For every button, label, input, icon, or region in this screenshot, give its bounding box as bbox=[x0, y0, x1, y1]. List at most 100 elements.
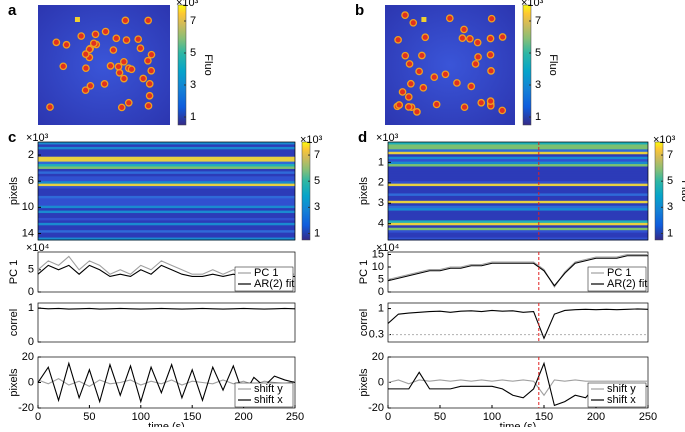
roi bbox=[144, 16, 153, 25]
colorbar-tick-label: 3 bbox=[535, 79, 541, 91]
roi bbox=[498, 106, 507, 115]
roi bbox=[120, 57, 128, 66]
roi bbox=[86, 81, 95, 90]
heatmap-row bbox=[38, 213, 295, 216]
colorbar-tick-label: 1 bbox=[535, 111, 541, 123]
roi bbox=[486, 97, 495, 105]
roi bbox=[418, 51, 426, 60]
heatmap-row bbox=[388, 183, 648, 187]
heatmap-row bbox=[38, 183, 295, 187]
roi bbox=[404, 93, 413, 101]
heatmap-row bbox=[388, 164, 648, 167]
heatmap-row bbox=[388, 159, 648, 163]
heatmap-row bbox=[38, 171, 295, 175]
y-tick-label: 0 bbox=[378, 376, 384, 388]
data-line bbox=[387, 253, 648, 289]
y-tick-label: 0 bbox=[28, 376, 34, 388]
heatmap-row bbox=[388, 222, 648, 226]
x-tick-label: 0 bbox=[385, 411, 391, 423]
x-tick-label: 100 bbox=[483, 411, 501, 423]
roi bbox=[487, 14, 496, 23]
heatmap-row bbox=[388, 154, 648, 158]
y-axis-label: PC 1 bbox=[358, 260, 370, 284]
roi bbox=[473, 38, 482, 47]
roi bbox=[441, 70, 450, 79]
roi bbox=[415, 67, 423, 76]
heatmap-row bbox=[388, 225, 648, 229]
roi bbox=[453, 79, 461, 87]
heatmap-row bbox=[388, 168, 648, 172]
colorbar-tick-label: 7 bbox=[535, 15, 541, 27]
roi bbox=[145, 80, 154, 88]
colorbar bbox=[522, 4, 532, 126]
colorbar-tick-label: 5 bbox=[190, 47, 196, 59]
heatmap-row bbox=[38, 205, 295, 209]
y-exponent: ×10⁴ bbox=[376, 242, 400, 254]
legend bbox=[587, 382, 647, 408]
colorbar-tick-label: 7 bbox=[190, 15, 196, 27]
heatmap-row bbox=[38, 227, 295, 231]
roi bbox=[115, 68, 124, 77]
y-tick-label: 4 bbox=[378, 218, 384, 230]
data-line bbox=[37, 361, 296, 404]
colorbar-label: Fluo bbox=[547, 54, 559, 75]
y-axis-label: pixels bbox=[8, 176, 20, 205]
roi bbox=[398, 88, 407, 96]
roi-selected bbox=[421, 17, 427, 22]
roi bbox=[409, 18, 418, 27]
heatmap-row bbox=[388, 166, 648, 170]
roi bbox=[122, 36, 131, 44]
heatmap-row bbox=[38, 203, 295, 207]
roi bbox=[127, 65, 136, 74]
y-axis-label: pixels bbox=[358, 176, 370, 205]
heatmap-row bbox=[38, 181, 295, 185]
y-tick-label: 1 bbox=[28, 302, 34, 314]
y-tick-label: 0.3 bbox=[369, 328, 384, 340]
heatmap-row bbox=[388, 142, 648, 145]
roi bbox=[487, 67, 495, 75]
roi bbox=[81, 86, 90, 95]
heatmap-row bbox=[388, 208, 648, 212]
colorbar-tick-label: 7 bbox=[667, 149, 673, 161]
roi bbox=[46, 103, 54, 111]
y-tick-label: 3 bbox=[378, 197, 384, 209]
heatmap-row bbox=[38, 142, 295, 145]
y-tick-label: 2 bbox=[28, 149, 34, 161]
colorbar-label: Fluo bbox=[202, 54, 214, 75]
x-tick-label: 200 bbox=[587, 411, 605, 423]
roi bbox=[486, 50, 495, 59]
legend-label: PC 1 bbox=[254, 267, 278, 279]
legend bbox=[234, 382, 294, 408]
heatmap-row bbox=[38, 230, 295, 234]
heatmap-row bbox=[38, 168, 295, 172]
heatmap-row bbox=[38, 215, 295, 219]
roi bbox=[466, 34, 474, 43]
roi bbox=[401, 11, 409, 20]
heatmap-row bbox=[38, 146, 295, 150]
legend bbox=[234, 266, 294, 292]
colorbar-exponent: ×10³ bbox=[521, 0, 544, 9]
y-axis-label: correl bbox=[358, 309, 370, 337]
heatmap-row bbox=[388, 186, 648, 190]
heatmap-row bbox=[388, 188, 648, 192]
legend-label: AR(2) fit bbox=[254, 278, 294, 290]
roi bbox=[145, 91, 154, 100]
roi bbox=[413, 108, 421, 116]
roi bbox=[401, 51, 410, 60]
y-tick-label: 1 bbox=[378, 156, 384, 168]
heatmap-row bbox=[38, 191, 295, 194]
heatmap-row bbox=[38, 208, 295, 212]
heatmap-row bbox=[38, 159, 295, 163]
heatmap-row bbox=[38, 144, 295, 148]
heatmap-row bbox=[38, 193, 295, 197]
roi bbox=[81, 50, 90, 58]
roi bbox=[419, 83, 428, 92]
legend-label: PC 1 bbox=[607, 267, 631, 279]
roi bbox=[147, 66, 156, 75]
image bbox=[385, 5, 515, 125]
roi bbox=[82, 64, 90, 73]
colorbar-tick-label: 1 bbox=[190, 111, 196, 123]
x-tick-label: 100 bbox=[132, 411, 150, 423]
roi bbox=[430, 73, 439, 82]
y-axis-label: pixels bbox=[358, 368, 370, 397]
